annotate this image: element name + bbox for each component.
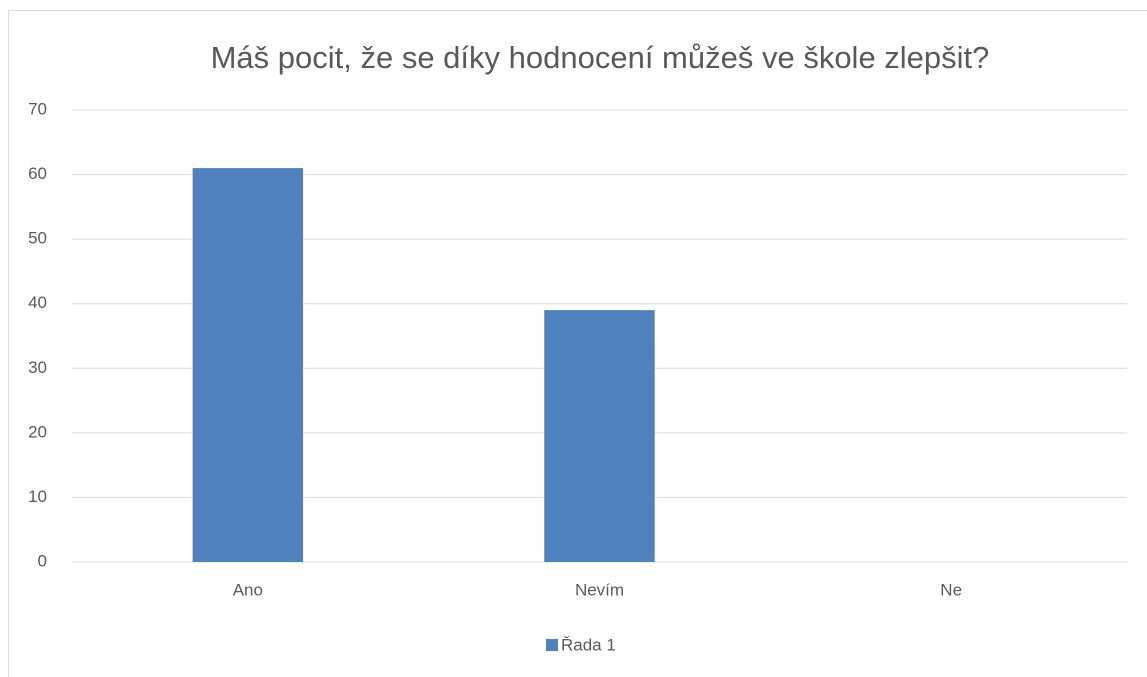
legend-swatch [546,639,558,651]
x-tick-label: Ne [940,580,962,599]
x-tick-label: Nevím [575,580,624,599]
y-tick-label: 30 [28,358,47,377]
y-tick-label: 10 [28,487,47,506]
y-tick-label: 60 [28,164,47,183]
x-tick-label: Ano [233,580,263,599]
legend-label: Řada 1 [561,635,616,654]
y-tick-label: 0 [38,551,47,570]
bar [192,168,304,562]
chart-title: Máš pocit, že se díky hodnocení můžeš ve… [211,40,990,75]
y-tick-label: 40 [28,293,47,312]
bar [544,310,655,562]
y-tick-label: 20 [28,422,47,441]
y-tick-label: 70 [28,99,47,118]
y-tick-label: 50 [28,229,47,248]
